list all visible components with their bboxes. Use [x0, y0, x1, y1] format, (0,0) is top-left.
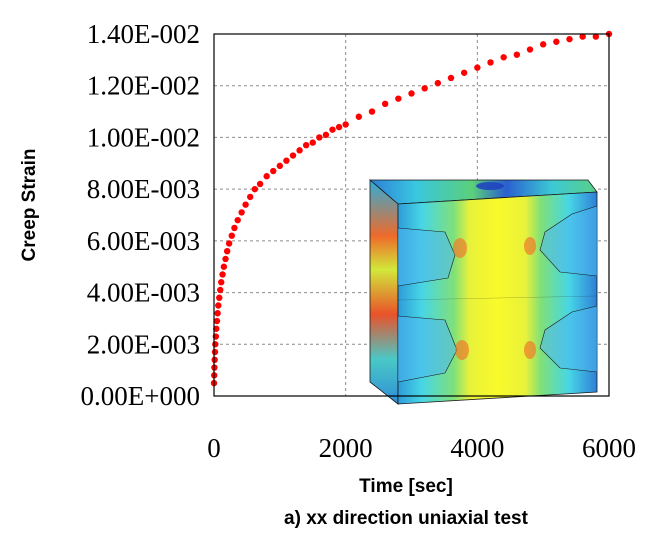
inset-mid-line	[397, 295, 598, 301]
x-tick-label: 6000	[582, 433, 636, 463]
data-point	[215, 302, 222, 309]
inset-hotspot	[524, 341, 536, 359]
y-tick-label: 4.00E-003	[87, 278, 200, 308]
inset-hotspot	[524, 237, 536, 255]
tick-labels: 0.00E+000 2.00E-003 4.00E-003 6.00E-003 8.00…	[81, 19, 636, 463]
plot-frame	[213, 33, 610, 397]
figure-caption: a) xx direction uniaxial test	[284, 508, 529, 529]
data-point	[447, 74, 455, 82]
y-tick-label: 6.00E-003	[87, 226, 200, 256]
x-tick-label: 4000	[450, 433, 504, 463]
data-point	[526, 46, 534, 53]
data-point	[302, 141, 310, 149]
inset-contour-line	[539, 205, 598, 277]
data-point	[214, 310, 221, 317]
data-point	[408, 90, 415, 97]
data-point	[256, 180, 264, 188]
data-point	[539, 41, 547, 48]
data-point	[381, 100, 389, 108]
x-tick-label: 2000	[319, 433, 373, 463]
data-point	[434, 79, 442, 87]
data-point	[322, 131, 330, 139]
data-point	[270, 167, 277, 175]
data-point	[487, 59, 494, 66]
data-point	[247, 193, 254, 201]
data-point	[218, 279, 225, 286]
stress-contour-inset	[368, 179, 598, 405]
data-point	[355, 113, 363, 120]
data-point	[335, 123, 343, 131]
y-tick-label: 1.00E-002	[87, 122, 200, 152]
y-tick-label: 2.00E-003	[87, 329, 200, 359]
data-point	[212, 341, 219, 348]
data-point	[213, 317, 221, 325]
x-tick-label: 0	[207, 433, 221, 463]
y-axis-label: Creep Strain	[19, 149, 40, 262]
data-point	[217, 286, 224, 294]
data-point	[316, 134, 323, 141]
data-point	[263, 173, 270, 180]
data-point	[395, 95, 402, 102]
inset-hotspot	[455, 340, 469, 360]
data-point	[421, 85, 428, 92]
data-point	[219, 271, 226, 278]
data-point	[566, 35, 573, 43]
inset-hotspot	[453, 238, 467, 258]
data-point	[500, 54, 507, 61]
data-point	[276, 162, 284, 170]
data-point	[342, 121, 349, 128]
data-point	[329, 126, 336, 133]
y-tick-label: 1.20E-002	[87, 71, 200, 101]
data-point	[225, 240, 233, 247]
data-point	[231, 224, 238, 232]
data-point	[513, 51, 521, 58]
inset-cold-spot	[476, 182, 504, 190]
data-point	[309, 139, 316, 146]
data-point	[368, 108, 376, 115]
data-point	[289, 152, 297, 159]
data-point	[553, 38, 560, 45]
y-tick-label: 0.00E+000	[81, 381, 200, 411]
data-point	[211, 348, 219, 356]
data-point	[222, 255, 229, 263]
data-point	[251, 185, 259, 193]
data-point	[296, 147, 303, 154]
y-tick-label: 1.40E-002	[87, 19, 200, 49]
data-point	[579, 33, 586, 40]
y-tick-label: 8.00E-003	[87, 174, 200, 204]
inset-contour-line	[397, 227, 456, 287]
data-point	[460, 69, 468, 76]
data-point	[474, 64, 481, 71]
inset-contour-line	[539, 305, 598, 373]
data-point	[211, 356, 218, 363]
x-axis-label: Time [sec]	[359, 476, 453, 497]
data-points	[210, 30, 613, 387]
inset-side-face	[369, 179, 399, 405]
data-point	[283, 157, 290, 164]
data-point	[220, 263, 228, 270]
data-point	[592, 33, 600, 40]
data-point	[213, 325, 220, 332]
data-point	[223, 248, 231, 255]
data-point	[238, 209, 245, 216]
data-point	[242, 201, 249, 208]
data-point	[234, 216, 241, 224]
data-point	[228, 232, 235, 239]
data-point	[216, 294, 223, 301]
